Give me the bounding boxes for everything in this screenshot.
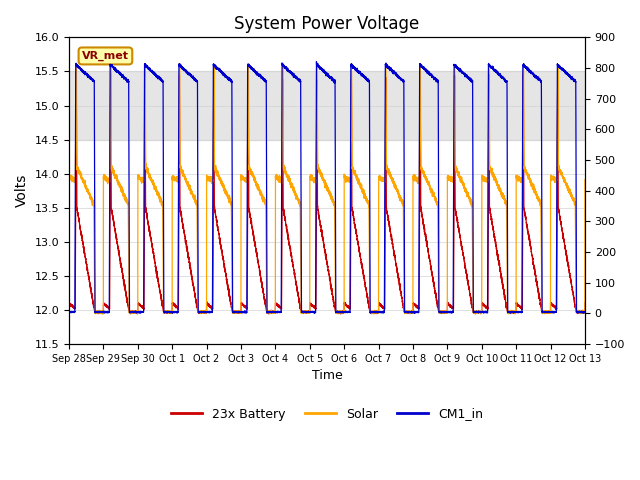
Legend: 23x Battery, Solar, CM1_in: 23x Battery, Solar, CM1_in bbox=[166, 403, 488, 426]
Y-axis label: Volts: Volts bbox=[15, 174, 29, 207]
Title: System Power Voltage: System Power Voltage bbox=[234, 15, 420, 33]
X-axis label: Time: Time bbox=[312, 370, 342, 383]
Text: VR_met: VR_met bbox=[82, 51, 129, 61]
Bar bbox=[69, 72, 585, 140]
